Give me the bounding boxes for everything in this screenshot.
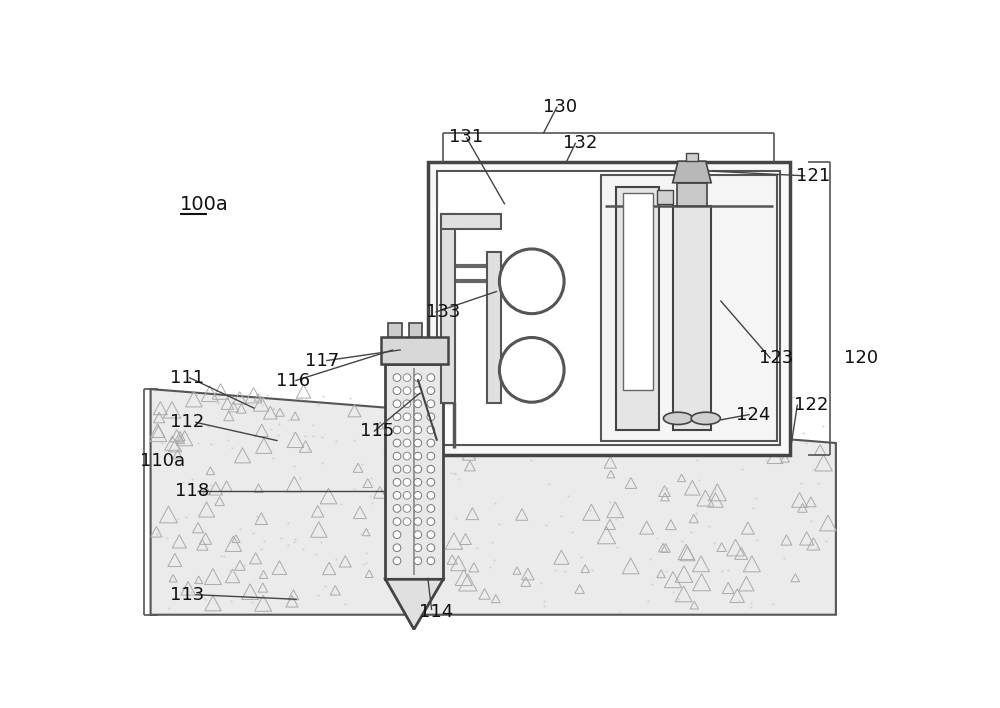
Circle shape <box>393 518 401 525</box>
Circle shape <box>403 413 411 421</box>
Circle shape <box>393 505 401 513</box>
Bar <box>437 171 780 445</box>
Bar <box>673 206 711 430</box>
Text: 114: 114 <box>419 603 453 622</box>
Ellipse shape <box>691 412 720 425</box>
Circle shape <box>427 426 435 434</box>
Circle shape <box>393 465 401 473</box>
Circle shape <box>414 505 422 513</box>
Circle shape <box>414 557 422 565</box>
Circle shape <box>393 413 401 421</box>
Circle shape <box>427 374 435 382</box>
Circle shape <box>414 465 422 473</box>
Circle shape <box>393 439 401 447</box>
Circle shape <box>403 400 411 408</box>
Text: 111: 111 <box>170 369 204 387</box>
Text: 121: 121 <box>796 167 830 185</box>
Circle shape <box>403 374 411 382</box>
Circle shape <box>427 479 435 486</box>
Circle shape <box>414 518 422 525</box>
Bar <box>657 190 673 205</box>
Circle shape <box>414 531 422 539</box>
Circle shape <box>393 491 401 499</box>
Circle shape <box>393 374 401 382</box>
Circle shape <box>393 452 401 460</box>
Text: 124: 124 <box>736 406 770 423</box>
Circle shape <box>427 465 435 473</box>
Text: 132: 132 <box>563 134 597 152</box>
Circle shape <box>393 557 401 565</box>
Circle shape <box>427 544 435 552</box>
Circle shape <box>427 557 435 565</box>
Circle shape <box>414 479 422 486</box>
Text: 122: 122 <box>794 396 828 413</box>
Text: 130: 130 <box>543 98 577 115</box>
Text: 123: 123 <box>759 349 793 367</box>
Bar <box>487 252 501 403</box>
Circle shape <box>427 439 435 447</box>
Circle shape <box>427 400 435 408</box>
Circle shape <box>427 505 435 513</box>
Bar <box>616 187 659 430</box>
Circle shape <box>403 439 411 447</box>
Circle shape <box>427 518 435 525</box>
Circle shape <box>414 491 422 499</box>
Text: 131: 131 <box>449 128 484 147</box>
Text: 113: 113 <box>170 586 204 604</box>
Circle shape <box>499 338 564 402</box>
Polygon shape <box>385 579 443 629</box>
Text: 117: 117 <box>305 352 339 370</box>
Polygon shape <box>673 161 711 183</box>
Text: 116: 116 <box>276 372 310 389</box>
Bar <box>409 323 422 337</box>
Circle shape <box>427 387 435 394</box>
Circle shape <box>414 452 422 460</box>
Circle shape <box>414 544 422 552</box>
Circle shape <box>393 387 401 394</box>
Circle shape <box>427 413 435 421</box>
Text: 133: 133 <box>426 303 461 321</box>
Circle shape <box>414 413 422 421</box>
Bar <box>441 214 455 403</box>
Text: 120: 120 <box>844 349 878 367</box>
Circle shape <box>393 544 401 552</box>
Bar <box>388 323 402 337</box>
Circle shape <box>403 518 411 525</box>
Circle shape <box>414 387 422 394</box>
Circle shape <box>393 400 401 408</box>
Text: 112: 112 <box>170 413 204 431</box>
Text: 110a: 110a <box>140 452 185 469</box>
Bar <box>428 162 790 455</box>
Circle shape <box>403 491 411 499</box>
Circle shape <box>427 531 435 539</box>
Circle shape <box>403 387 411 394</box>
Bar <box>441 214 501 229</box>
Circle shape <box>499 249 564 314</box>
Circle shape <box>414 374 422 382</box>
Bar <box>381 337 448 364</box>
Circle shape <box>414 439 422 447</box>
Bar <box>623 193 653 390</box>
Circle shape <box>393 479 401 486</box>
Circle shape <box>403 465 411 473</box>
Bar <box>601 175 777 442</box>
Circle shape <box>403 452 411 460</box>
Text: 118: 118 <box>175 481 209 500</box>
Circle shape <box>403 479 411 486</box>
Circle shape <box>393 531 401 539</box>
Circle shape <box>427 491 435 499</box>
Text: 100a: 100a <box>180 195 229 214</box>
Ellipse shape <box>663 412 693 425</box>
Bar <box>677 183 707 206</box>
Circle shape <box>403 505 411 513</box>
Circle shape <box>393 426 401 434</box>
Text: 115: 115 <box>360 423 394 440</box>
Bar <box>686 154 698 161</box>
Circle shape <box>414 426 422 434</box>
Circle shape <box>427 452 435 460</box>
Polygon shape <box>151 389 836 615</box>
Bar <box>385 364 443 579</box>
Circle shape <box>403 426 411 434</box>
Circle shape <box>414 400 422 408</box>
